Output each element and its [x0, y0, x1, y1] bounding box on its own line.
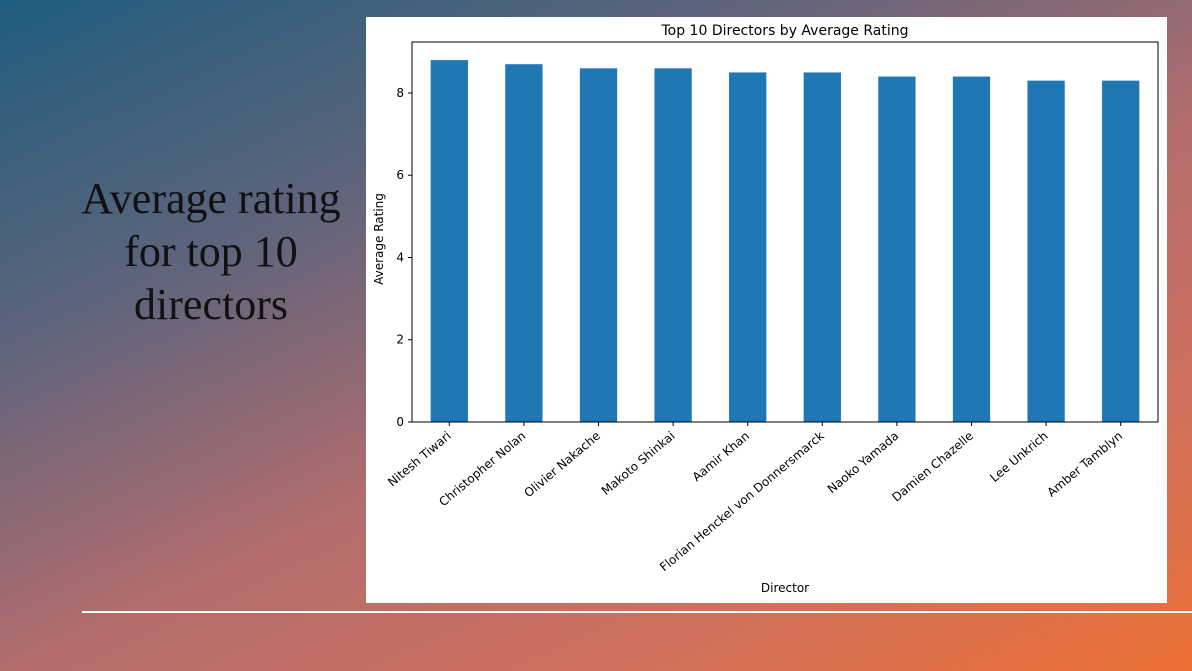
- y-tick-label: 2: [396, 333, 404, 347]
- x-tick-label: Damien Chazelle: [889, 429, 976, 505]
- x-tick-label: Naoko Yamada: [825, 429, 902, 497]
- bar: [579, 68, 618, 422]
- slide-divider-line: [82, 611, 1192, 613]
- x-tick-label: Olivier Nakache: [521, 429, 603, 501]
- x-tick-label: Florian Henckel von Donnersmarck: [657, 429, 827, 575]
- bar: [654, 68, 692, 422]
- y-tick-label: 8: [396, 86, 404, 100]
- x-tick-label: Makoto Shinkai: [599, 429, 678, 498]
- x-tick-label: Amber Tamblyn: [1044, 429, 1125, 500]
- y-tick-label: 4: [396, 250, 404, 264]
- bar: [430, 60, 468, 422]
- bar: [505, 64, 543, 422]
- chart-panel: Top 10 Directors by Average Rating Direc…: [366, 17, 1167, 603]
- y-axis-label: Average Rating: [372, 193, 386, 285]
- bar: [878, 76, 916, 422]
- slide-title: Average rating for top 10 directors: [81, 174, 341, 329]
- bar: [1027, 80, 1065, 422]
- bar-chart: Top 10 Directors by Average Rating Direc…: [372, 23, 1159, 595]
- x-axis-label: Director: [761, 581, 809, 595]
- y-tick-label: 0: [396, 415, 404, 429]
- bar: [1102, 80, 1140, 422]
- chart-title: Top 10 Directors by Average Rating: [660, 23, 908, 39]
- bar: [952, 76, 991, 422]
- plot-frame: [411, 41, 1159, 423]
- y-tick-label: 6: [396, 168, 404, 182]
- x-tick-label: Aamir Khan: [690, 429, 752, 485]
- bar: [803, 72, 841, 423]
- x-tick-label: Lee Unkrich: [987, 429, 1050, 485]
- bar: [729, 72, 767, 423]
- x-tick-label: Nitesh Tiwari: [385, 429, 454, 490]
